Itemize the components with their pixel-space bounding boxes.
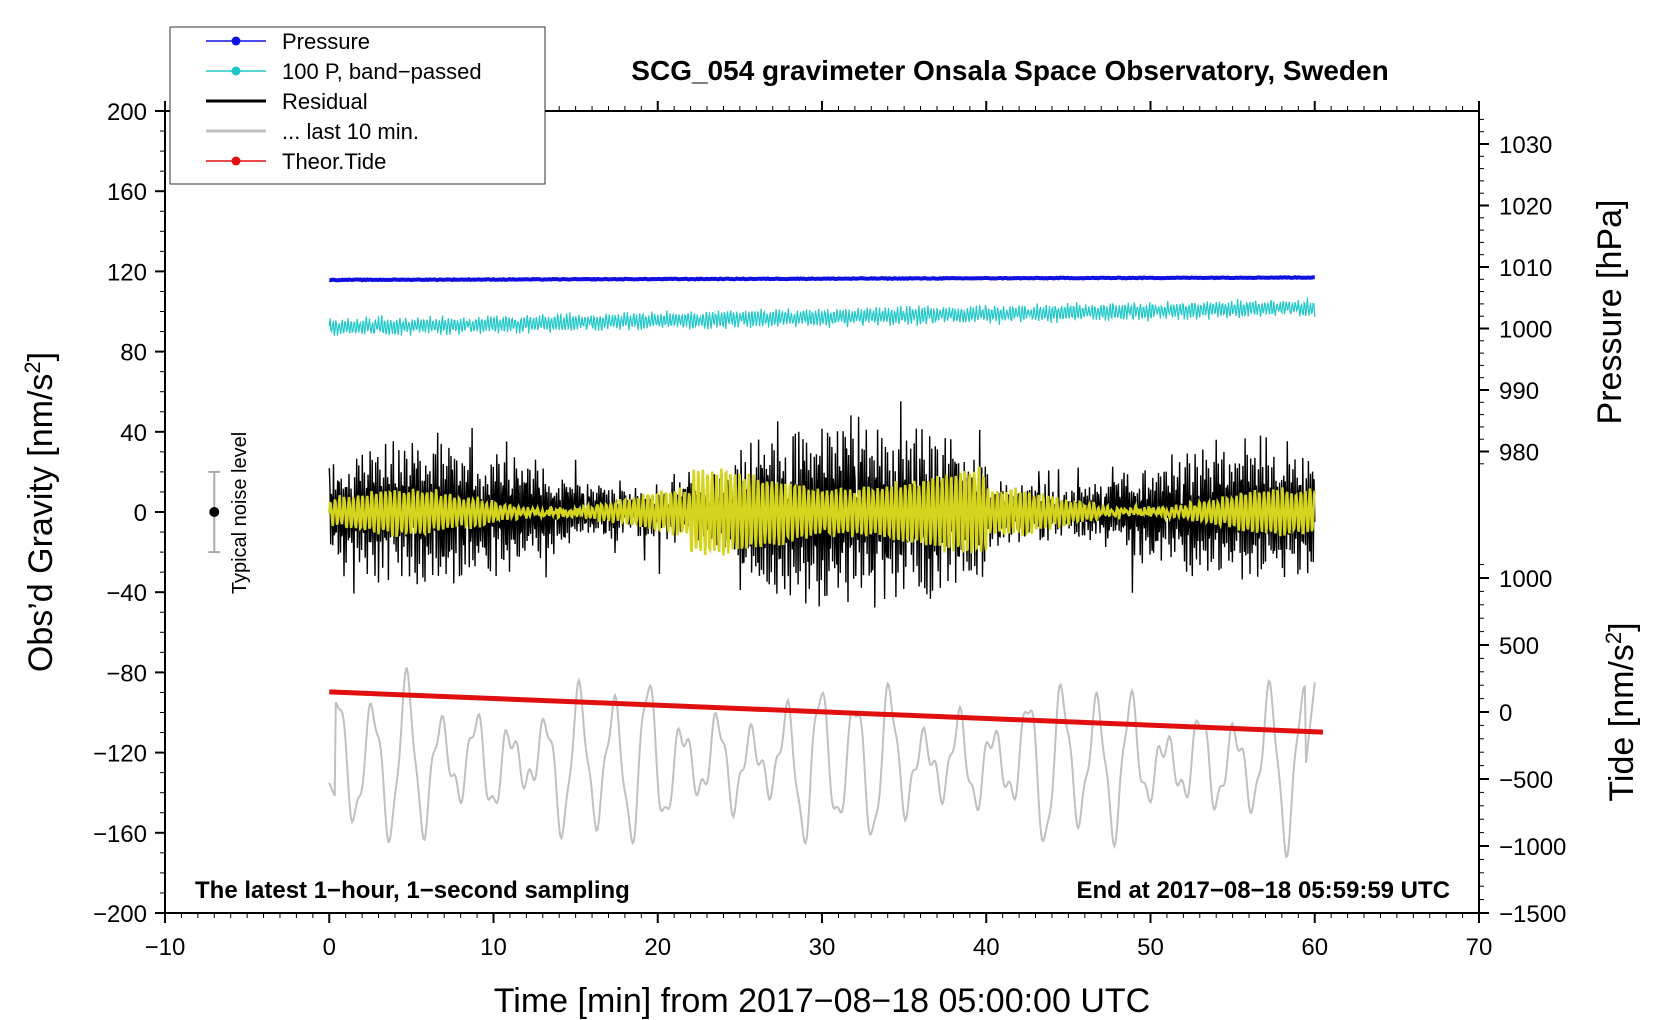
y-left-tick-label: −160 [93,821,147,848]
y-left-tick-label: 80 [120,340,147,367]
y-left-tick-label: −80 [106,660,147,687]
legend-marker [231,66,241,76]
legend-marker [231,36,241,46]
y-left-tick-label: 160 [107,179,147,206]
legend-label: 100 P, band−passed [282,59,482,84]
y-tide-tick-label: −500 [1499,767,1553,794]
y-left-tick-label: 40 [120,420,147,447]
y-left-tick-label: −40 [106,580,147,607]
y-left-tick-label: 120 [107,259,147,286]
x-axis: −10 0 10 20 30 40 50 60 70 [145,101,1493,961]
series-residual-filtered [328,466,1317,556]
y-pressure-tick-label: 1030 [1499,132,1552,159]
series-pressure-band-passed [328,297,1316,336]
legend-label: Theor.Tide [282,149,386,174]
y-pressure-tick-label: 980 [1499,440,1539,467]
y-axis-tide-title-sup: 2 [1601,632,1626,644]
y-left-tick-label: 200 [107,99,147,126]
noise-bar [208,470,221,554]
x-tick-label: 70 [1466,934,1493,961]
y-axis-left: 200 160 120 80 40 0 −40 −80 −120 −160 −200 [93,99,165,928]
y-pressure-tick-label: 1010 [1499,255,1552,282]
sampling-annotation: The latest 1−hour, 1−second sampling [195,877,630,904]
x-tick-label: 50 [1137,934,1164,961]
end-time-annotation: End at 2017−08−18 05:59:59 UTC [1076,877,1450,904]
y-left-tick-label: 0 [134,500,147,527]
x-tick-label: 20 [644,934,671,961]
x-tick-label: 0 [323,934,336,961]
legend-label: ... last 10 min. [282,119,419,144]
y-tide-tick-label: 0 [1499,700,1512,727]
chart-title: SCG_054 gravimeter Onsala Space Observat… [631,55,1388,86]
series-theor-tide [329,689,1324,735]
x-tick-label: 60 [1301,934,1328,961]
y-axis-tide-title-end: ] [1603,622,1641,631]
y-tide-tick-label: −1000 [1499,834,1566,861]
x-tick-label: 10 [480,934,507,961]
x-axis-title: Time [min] from 2017−08−18 05:00:00 UTC [494,982,1150,1020]
y-axis-left-title-main: Obs’d Gravity [nm/s [22,374,60,673]
y-axis-tide: 1000 500 0 −500 −1000 −1500 [1479,564,1566,928]
y-left-tick-label: −120 [93,741,147,768]
y-left-tick-label: −200 [93,901,147,928]
x-tick-label: −10 [145,934,186,961]
x-tick-label: 40 [973,934,1000,961]
y-axis-tide-title-main: Tide [nm/s [1603,644,1641,801]
series-layer [328,274,1324,859]
y-axis-left-title-end: ] [22,352,60,361]
y-axis-left-title: Obs’d Gravity [nm/s2] [20,352,60,672]
legend: Pressure 100 P, band−passed Residual ... la… [169,26,546,185]
series-last-10-min [328,667,1316,859]
y-axis-pressure-title: Pressure [hPa] [1591,200,1629,425]
legend-label: Residual [282,89,368,114]
noise-label: Typical noise level [229,432,251,594]
legend-box [169,26,546,185]
x-tick-label: 30 [809,934,836,961]
y-pressure-tick-label: 990 [1499,378,1539,405]
y-tide-tick-label: −1500 [1499,901,1566,928]
series-pressure [329,274,1315,283]
y-axis-left-title-sup: 2 [20,361,45,373]
y-axis-tide-title: Tide [nm/s2] [1601,622,1641,801]
y-axis-pressure: 1030 1020 1010 1000 990 980 [1479,118,1552,467]
legend-marker [231,156,241,166]
y-pressure-tick-label: 1020 [1499,194,1552,221]
legend-label: Pressure [282,29,370,54]
y-tide-tick-label: 500 [1499,633,1539,660]
noise-bar-center [209,507,220,517]
y-tide-tick-label: 1000 [1499,566,1552,593]
y-pressure-tick-label: 1000 [1499,317,1552,344]
